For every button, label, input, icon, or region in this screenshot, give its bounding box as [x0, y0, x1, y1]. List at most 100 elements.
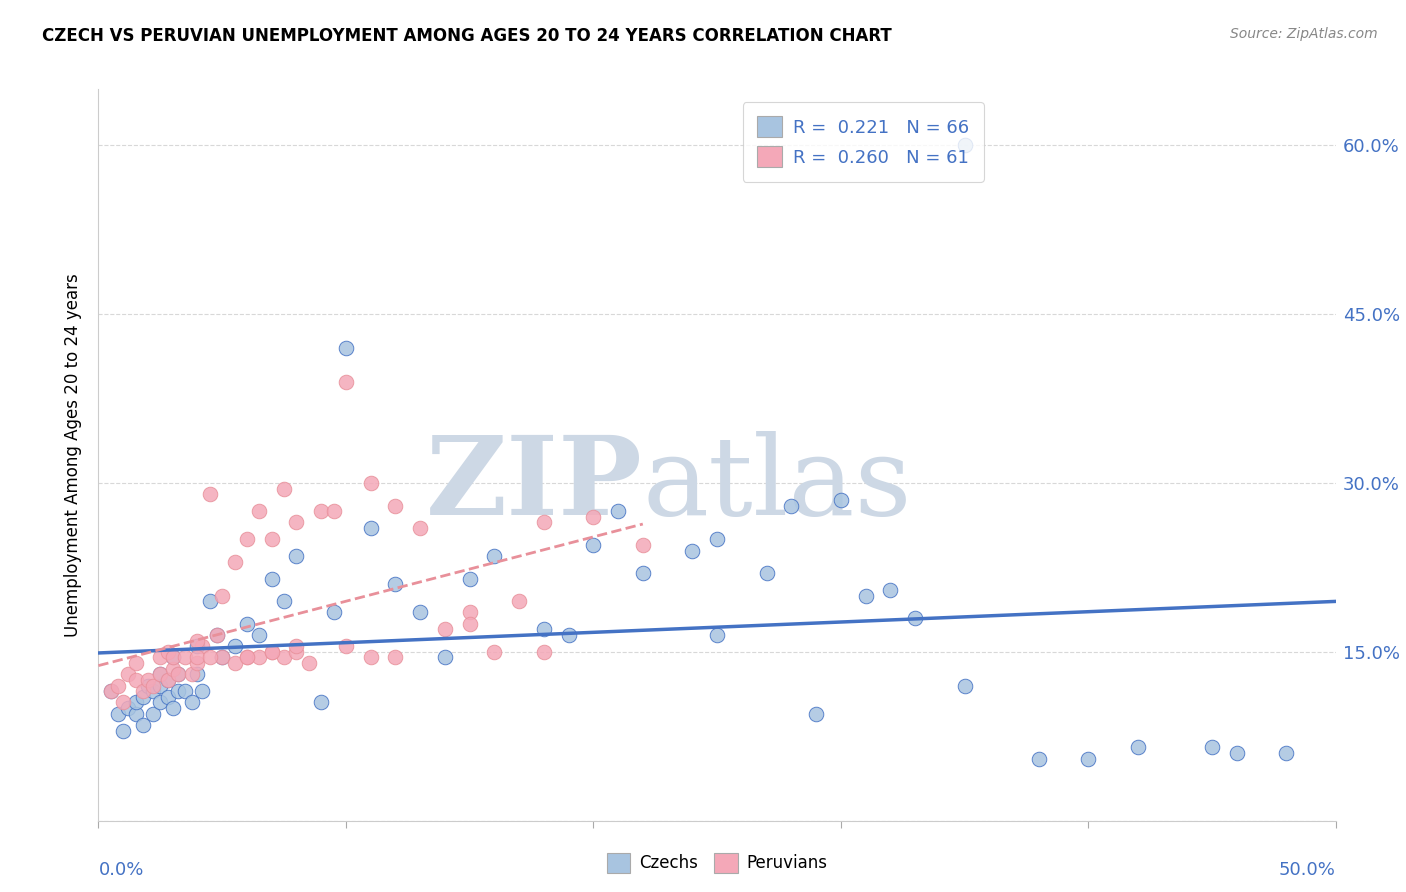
- Point: [211, 589, 233, 603]
- Point: [198, 650, 221, 665]
- Point: [142, 706, 165, 721]
- Point: [211, 650, 233, 665]
- Point: [198, 487, 221, 501]
- Point: [236, 650, 259, 665]
- Text: atlas: atlas: [643, 431, 912, 538]
- Point: [205, 628, 228, 642]
- Point: [149, 667, 172, 681]
- Text: 50.0%: 50.0%: [1279, 861, 1336, 879]
- Point: [186, 633, 208, 648]
- Point: [247, 504, 270, 518]
- Point: [191, 639, 214, 653]
- Point: [132, 690, 155, 704]
- Point: [508, 594, 530, 608]
- Point: [100, 684, 122, 698]
- Point: [631, 538, 654, 552]
- Point: [706, 533, 728, 547]
- Point: [360, 650, 382, 665]
- Point: [112, 723, 135, 738]
- Point: [855, 589, 877, 603]
- Point: [582, 509, 605, 524]
- Point: [904, 611, 927, 625]
- Point: [260, 645, 283, 659]
- Point: [409, 606, 432, 620]
- Point: [247, 628, 270, 642]
- Point: [236, 616, 259, 631]
- Point: [186, 656, 208, 670]
- Point: [409, 521, 432, 535]
- Point: [174, 650, 197, 665]
- Point: [191, 684, 214, 698]
- Point: [236, 650, 259, 665]
- Point: [247, 650, 270, 665]
- Point: [149, 667, 172, 681]
- Point: [181, 667, 204, 681]
- Point: [124, 706, 146, 721]
- Point: [166, 684, 188, 698]
- Point: [360, 521, 382, 535]
- Point: [162, 650, 184, 665]
- Point: [224, 639, 246, 653]
- Y-axis label: Unemployment Among Ages 20 to 24 years: Unemployment Among Ages 20 to 24 years: [65, 273, 83, 637]
- Point: [136, 679, 159, 693]
- Point: [484, 645, 506, 659]
- Point: [211, 650, 233, 665]
- Point: [162, 650, 184, 665]
- Point: [166, 667, 188, 681]
- Point: [174, 684, 197, 698]
- Point: [107, 679, 129, 693]
- Point: [384, 499, 406, 513]
- Point: [681, 543, 703, 558]
- Point: [1201, 740, 1223, 755]
- Point: [458, 572, 481, 586]
- Point: [273, 650, 295, 665]
- Point: [260, 533, 283, 547]
- Point: [1226, 746, 1249, 760]
- Point: [162, 662, 184, 676]
- Point: [224, 656, 246, 670]
- Point: [112, 696, 135, 710]
- Point: [156, 673, 179, 687]
- Point: [156, 690, 179, 704]
- Point: [755, 566, 778, 580]
- Point: [186, 667, 208, 681]
- Legend: Czechs, Peruvians: Czechs, Peruvians: [600, 847, 834, 880]
- Point: [236, 533, 259, 547]
- Point: [607, 504, 630, 518]
- Point: [186, 639, 208, 653]
- Point: [631, 566, 654, 580]
- Point: [1077, 752, 1099, 766]
- Point: [132, 684, 155, 698]
- Point: [804, 706, 827, 721]
- Point: [149, 679, 172, 693]
- Text: Source: ZipAtlas.com: Source: ZipAtlas.com: [1230, 27, 1378, 41]
- Point: [136, 673, 159, 687]
- Point: [124, 673, 146, 687]
- Point: [335, 375, 357, 389]
- Point: [1275, 746, 1298, 760]
- Point: [360, 476, 382, 491]
- Point: [156, 673, 179, 687]
- Point: [124, 656, 146, 670]
- Point: [533, 516, 555, 530]
- Point: [780, 499, 803, 513]
- Point: [322, 504, 344, 518]
- Point: [285, 639, 308, 653]
- Point: [309, 696, 332, 710]
- Text: ZIP: ZIP: [426, 431, 643, 538]
- Point: [484, 549, 506, 564]
- Point: [198, 594, 221, 608]
- Point: [285, 516, 308, 530]
- Point: [260, 572, 283, 586]
- Point: [142, 679, 165, 693]
- Point: [117, 701, 139, 715]
- Point: [142, 684, 165, 698]
- Point: [335, 341, 357, 355]
- Point: [273, 594, 295, 608]
- Point: [166, 667, 188, 681]
- Point: [186, 650, 208, 665]
- Point: [582, 538, 605, 552]
- Point: [879, 582, 901, 597]
- Point: [335, 639, 357, 653]
- Point: [132, 718, 155, 732]
